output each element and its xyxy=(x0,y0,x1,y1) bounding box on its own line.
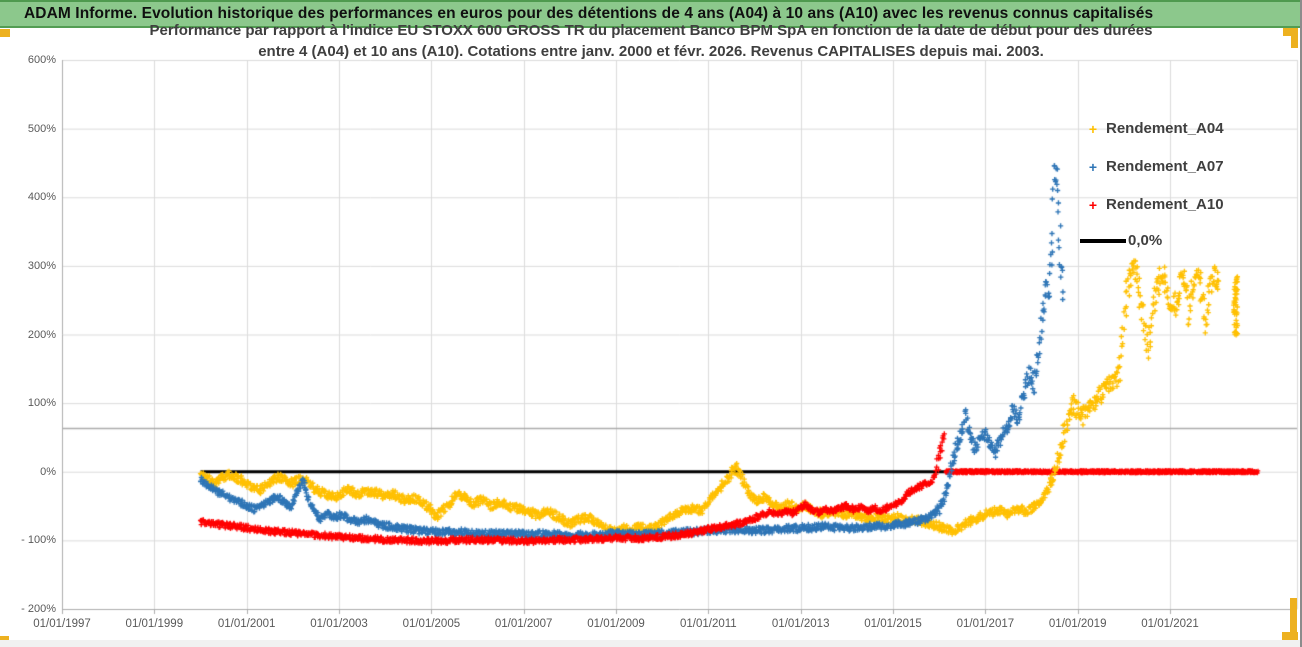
x-tick-label: 01/01/1999 xyxy=(125,618,184,630)
x-tick-label: 01/01/2009 xyxy=(587,618,645,630)
x-tick-label: 01/01/1997 xyxy=(33,618,91,630)
x-tick-label: 01/01/2021 xyxy=(1141,618,1199,630)
x-tick-label: 01/01/2005 xyxy=(402,618,461,630)
plus-marker-icon: + xyxy=(1088,158,1098,175)
selection-accent-bottom-right-h xyxy=(1282,632,1298,640)
window-title: ADAM Informe. Evolution historique des p… xyxy=(24,5,1154,22)
legend-label: 0,0% xyxy=(1128,232,1163,249)
window-bottom-edge xyxy=(0,640,1300,647)
y-tick-label: 500% xyxy=(27,122,56,135)
legend-item-rendement-a10[interactable]: + Rendement_A10 xyxy=(1080,196,1224,213)
y-tick-label: - 100% xyxy=(21,534,56,547)
legend-label: Rendement_A07 xyxy=(1106,158,1224,175)
x-tick-label: 01/01/2019 xyxy=(1048,618,1107,630)
legend-item-0-0-[interactable]: 0,0% xyxy=(1080,232,1162,249)
y-tick-label: 200% xyxy=(27,328,56,341)
y-tick-label: 300% xyxy=(27,259,56,272)
plus-marker-icon: + xyxy=(1088,196,1098,213)
legend-item-rendement-a04[interactable]: + Rendement_A04 xyxy=(1080,120,1224,137)
y-tick-label: 100% xyxy=(27,397,56,410)
y-tick-label: 0% xyxy=(40,465,56,478)
chart-title: Performance par rapport à l'indice EU ST… xyxy=(51,20,1251,62)
chart-title-line1: Performance par rapport à l'indice EU ST… xyxy=(149,22,1153,39)
x-tick-label: 01/01/2015 xyxy=(864,618,922,630)
x-tick-label: 01/01/2001 xyxy=(217,618,276,630)
x-tick-label: 01/01/2013 xyxy=(771,618,830,630)
window-title-bar: ADAM Informe. Evolution historique des p… xyxy=(0,0,1300,28)
x-tick-label: 01/01/2007 xyxy=(494,618,553,630)
plot-canvas[interactable] xyxy=(0,28,1300,647)
y-tick-label: 600% xyxy=(27,54,56,66)
selection-accent-top-left xyxy=(0,29,10,37)
x-tick-label: 01/01/2011 xyxy=(679,618,737,630)
legend-label: Rendement_A10 xyxy=(1106,196,1224,213)
selection-accent-top-right-h xyxy=(1283,28,1298,36)
selection-accent-top-right-v xyxy=(1291,28,1298,48)
plus-marker-icon: + xyxy=(1088,120,1098,137)
legend-label: Rendement_A04 xyxy=(1106,120,1224,137)
y-tick-label: - 200% xyxy=(21,603,56,615)
x-tick-label: 01/01/2003 xyxy=(310,618,368,630)
legend-item-rendement-a07[interactable]: + Rendement_A07 xyxy=(1080,158,1224,175)
line-marker-icon xyxy=(1080,238,1126,243)
selection-accent-bottom-right-v xyxy=(1290,598,1297,640)
chart-object[interactable] xyxy=(0,28,1300,647)
y-tick-label: 400% xyxy=(27,191,56,204)
chart-title-line2: entre 4 (A04) et 10 ans (A10). Cotations… xyxy=(258,43,1044,60)
x-tick-label: 01/01/2017 xyxy=(956,618,1015,630)
